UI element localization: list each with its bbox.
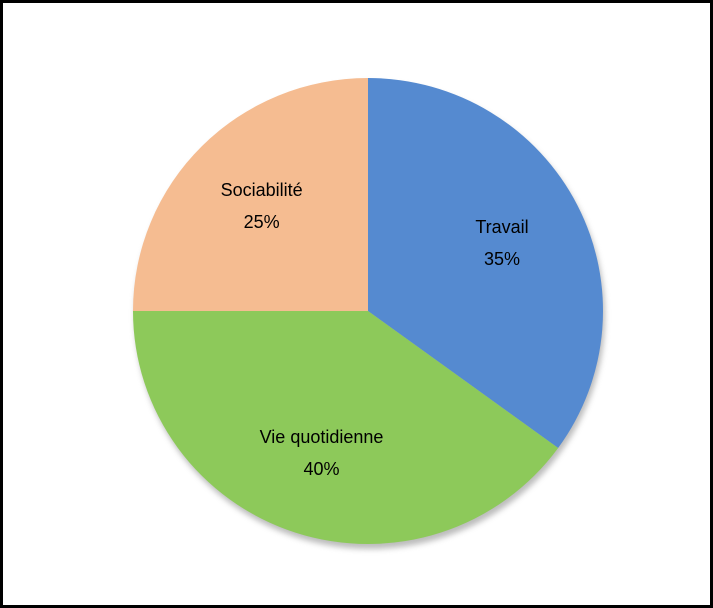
value-label: 40%	[303, 458, 340, 479]
pie-slice	[133, 311, 559, 544]
value-label: 25%	[243, 211, 280, 232]
pie-slice	[133, 78, 368, 311]
slice-label: Vie quotidienne 40%	[257, 421, 387, 485]
slice-label: Travail 35%	[437, 211, 567, 275]
pie-slice	[368, 78, 603, 448]
value-label: 35%	[483, 249, 521, 270]
slice-label: Sociabilité 25%	[197, 174, 327, 238]
category-label: Sociabilité	[220, 179, 303, 200]
category-label: Travail	[475, 217, 529, 238]
category-label: Vie quotidienne	[259, 426, 384, 447]
